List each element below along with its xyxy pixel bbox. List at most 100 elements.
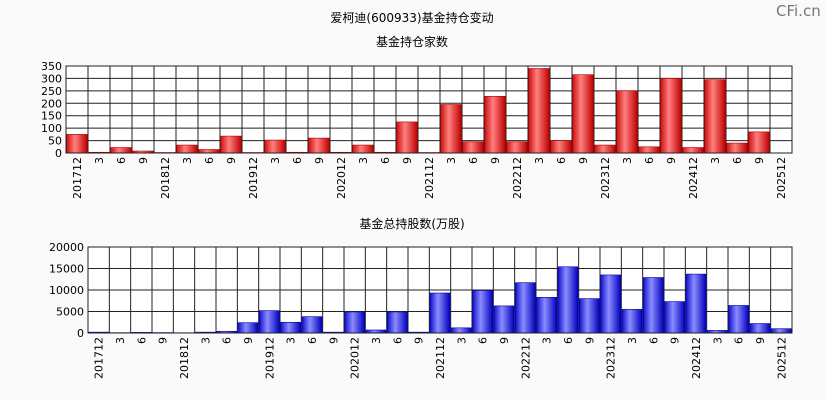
chart1-bar: [726, 142, 748, 154]
chart1-xtick-label: 9: [577, 157, 590, 164]
chart2-bar: [643, 277, 664, 334]
chart2-ytick-label: 0: [77, 327, 84, 340]
chart1-bar: [462, 141, 484, 154]
chart2-bar: [749, 323, 771, 334]
chart1-xtick-label: 6: [115, 157, 128, 164]
chart1-ytick-label: 50: [48, 135, 62, 148]
chart2-bar: [259, 310, 280, 334]
chart2-xtick-label: 202112: [434, 337, 447, 379]
chart1-bar: [682, 147, 704, 154]
chart2-bar: [344, 311, 365, 334]
chart1-xtick-label: 3: [533, 157, 546, 164]
chart1-bar: [110, 147, 132, 154]
chart2-xtick-label: 9: [754, 337, 767, 344]
chart1-ytick-label: 0: [55, 147, 62, 160]
chart1-xtick-label: 3: [357, 157, 370, 164]
chart1-ytick-label: 250: [41, 85, 62, 98]
chart2-xtick-label: 202512: [775, 337, 788, 379]
chart1-bar: [66, 134, 88, 154]
chart2-xtick-label: 9: [242, 337, 255, 344]
chart2-xtick-label: 3: [455, 337, 468, 344]
chart2-xtick-label: 202412: [690, 337, 703, 379]
chart1-xtick-label: 202212: [511, 157, 524, 199]
chart1-xtick-label: 6: [731, 157, 744, 164]
chart1-frame: [65, 65, 793, 154]
chart2-xtick-label: 201712: [93, 337, 106, 379]
chart2-bar: [515, 282, 536, 334]
chart1-xtick-label: 6: [555, 157, 568, 164]
chart1-bar: [198, 149, 220, 154]
chart1-ytick-label: 350: [41, 60, 62, 73]
chart2-ytick-label: 5000: [56, 306, 84, 319]
chart2-bar: [600, 274, 621, 334]
chart2-xtick-label: 6: [135, 337, 148, 344]
chart1-xtick-label: 9: [489, 157, 502, 164]
chart2-xtick-label: 6: [221, 337, 234, 344]
chart1-ytick-label: 100: [41, 122, 62, 135]
chart1-bar: [660, 78, 682, 154]
chart1-xtick-label: 202512: [775, 157, 788, 199]
chart1-xtick-label: 9: [753, 157, 766, 164]
chart1-bar: [264, 139, 286, 154]
chart2-ytick-label: 15000: [49, 263, 84, 276]
chart2-xtick-label: 3: [199, 337, 212, 344]
chart2-xtick-label: 9: [498, 337, 511, 344]
chart1-xtick-label: 3: [269, 157, 282, 164]
chart1-xtick-label: 6: [467, 157, 480, 164]
chart2-xtick-label: 3: [114, 337, 127, 344]
chart1-bar: [176, 144, 198, 154]
chart1-xtick-label: 3: [621, 157, 634, 164]
chart2-xtick-label: 9: [327, 337, 340, 344]
chart2-bar: [493, 305, 515, 334]
chart2-bar: [301, 316, 323, 334]
chart1-bar: [594, 144, 616, 154]
chart1-xtick-label: 202412: [687, 157, 700, 199]
chart1-xtick-label: 9: [665, 157, 678, 164]
chart2-ytick-label: 10000: [49, 284, 84, 297]
watermark: CFi.cn: [776, 2, 821, 20]
chart2-xtick-label: 9: [669, 337, 682, 344]
chart2-xtick-label: 9: [583, 337, 596, 344]
chart1-xtick-label: 6: [379, 157, 392, 164]
chart2-xtick-label: 202212: [519, 337, 532, 379]
chart1-bar: [572, 74, 594, 154]
chart1-xtick-label: 6: [203, 157, 216, 164]
chart1-ytick-label: 200: [41, 97, 62, 110]
chart1-xtick-label: 3: [445, 157, 458, 164]
chart2-xtick-label: 3: [541, 337, 554, 344]
chart2-bar: [728, 305, 749, 334]
chart1-bar: [352, 144, 374, 154]
chart2-xtick-label: 201812: [178, 337, 191, 379]
chart2-xtick-label: 202012: [349, 337, 362, 379]
chart1-bar: [484, 96, 506, 154]
chart1-xtick-label: 9: [313, 157, 326, 164]
chart2-frame: [87, 246, 793, 334]
chart1-xtick-label: 3: [709, 157, 722, 164]
chart1-bar: [616, 90, 638, 154]
main-title: 爱柯迪(600933)基金持仓变动: [330, 10, 493, 25]
chart1-xtick-label: 3: [93, 157, 106, 164]
chart1-ytick-label: 150: [41, 110, 62, 123]
chart1-title: 基金持仓家数: [376, 34, 448, 49]
chart2-xtick-label: 201912: [263, 337, 276, 379]
chart2-plot: 0 5000 10000 15000 20000 201712 3 6 9 201812 3 6 9 20…: [49, 241, 793, 379]
chart1-xtick-label: 202312: [599, 157, 612, 199]
chart1-xtick-label: 3: [181, 157, 194, 164]
chart2-bar: [280, 321, 301, 334]
chart1-plot-bg: [66, 66, 792, 153]
chart2-bar: [387, 311, 408, 334]
chart1-xtick-label: 201712: [71, 157, 84, 199]
chart1-bar: [308, 137, 330, 154]
chart2-bar: [664, 301, 685, 334]
chart2-xtick-label: 6: [733, 337, 746, 344]
chart2-bar: [771, 328, 792, 334]
chart2-xtick-label: 6: [647, 337, 660, 344]
chart2-title: 基金总持股数(万股): [359, 216, 464, 231]
chart1-bar: [528, 68, 550, 154]
chart2-xtick-label: 6: [391, 337, 404, 344]
chart1-xtick-label: 202012: [335, 157, 348, 199]
chart2-bar: [472, 290, 493, 334]
chart2-xtick-label: 202312: [605, 337, 618, 379]
